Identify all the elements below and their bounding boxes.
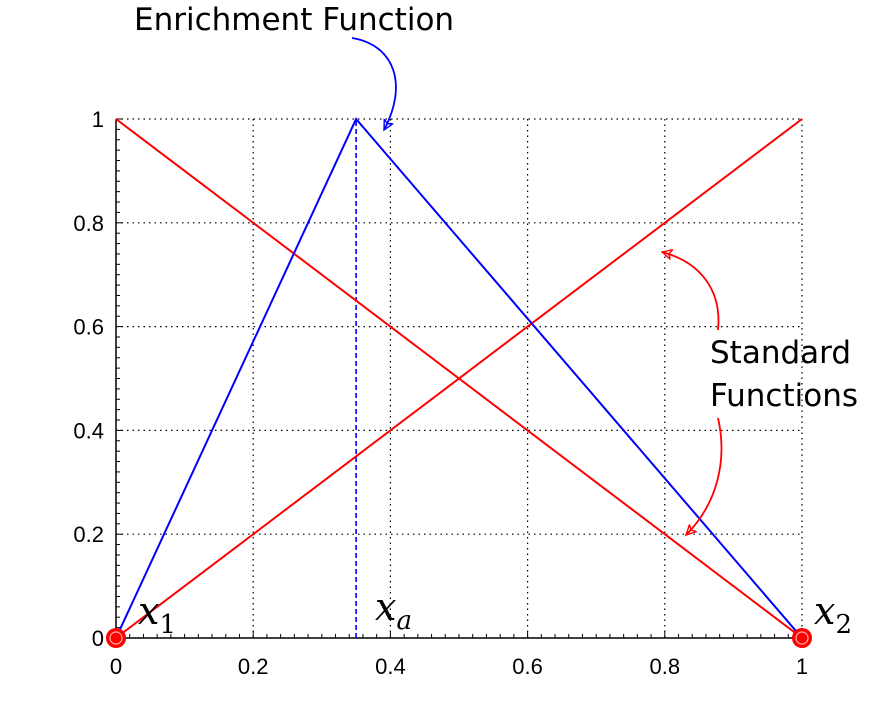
y-tick-label: 0 — [92, 626, 104, 651]
x-tick-label: 0.2 — [238, 654, 269, 679]
node-marker — [106, 628, 126, 648]
x-tick-label: 1 — [796, 654, 808, 679]
node-marker — [792, 628, 812, 648]
y-tick-label: 0.2 — [73, 522, 104, 547]
x-tick-label: 0.8 — [650, 654, 681, 679]
x1-label: x1 — [138, 589, 176, 640]
standard-function-2-line — [115, 118, 803, 639]
enrichment-arrow — [351, 37, 397, 130]
standard-label-line2: Functions — [710, 378, 858, 414]
x-tick-label: 0 — [110, 654, 122, 679]
xa-label: xa — [375, 585, 412, 636]
axis-ticks: 0 0.2 0.4 0.6 0.8 1 0 0.2 0.4 0.6 0.8 1 — [73, 107, 808, 679]
standard-arrow-up — [662, 252, 720, 331]
y-tick-label: 0.6 — [73, 315, 104, 340]
standard-arrow-down — [686, 417, 723, 535]
gridlines — [116, 118, 803, 638]
x2-label: x2 — [814, 589, 852, 640]
x-tick-label: 0.6 — [512, 654, 543, 679]
enrichment-label: Enrichment Function — [134, 2, 454, 38]
enrichment-function-line — [115, 117, 803, 639]
y-tick-label: 0.4 — [73, 418, 104, 443]
standard-label-line1: Standard — [710, 335, 851, 371]
y-tick-label: 1 — [92, 107, 104, 132]
nodes — [106, 628, 812, 648]
data-series — [115, 117, 803, 639]
x-tick-label: 0.4 — [375, 654, 406, 679]
y-tick-label: 0.8 — [73, 211, 104, 236]
